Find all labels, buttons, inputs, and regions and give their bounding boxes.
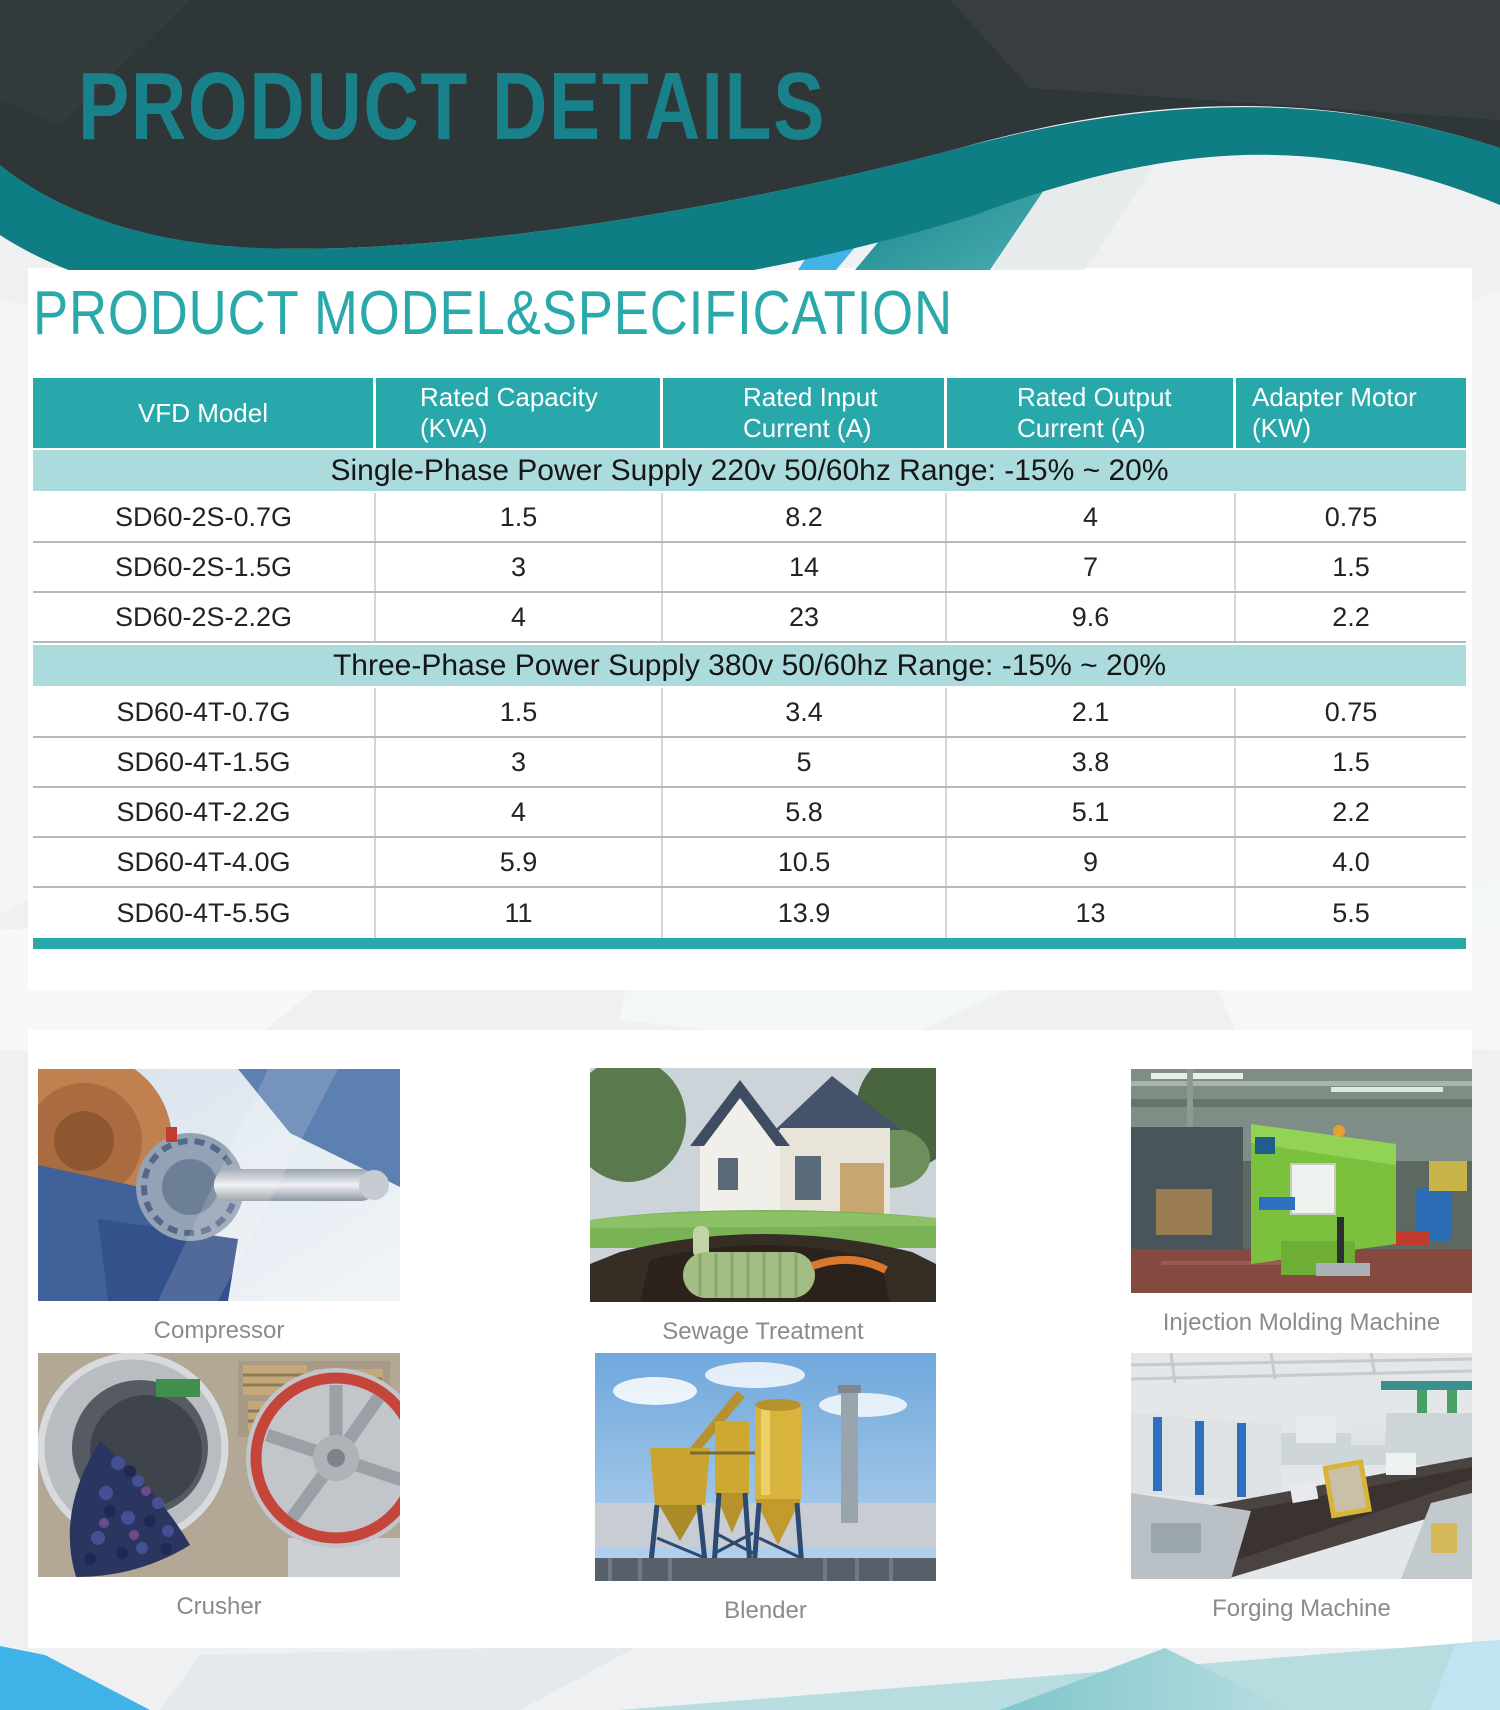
value-cell: 5.8 bbox=[663, 788, 947, 836]
value-cell: 2.2 bbox=[1332, 796, 1370, 827]
value-cell: 3.8 bbox=[947, 738, 1236, 786]
spec-row: SD60-2S-2.2G 4 23 9.6 2.2 bbox=[33, 593, 1466, 643]
gallery-item-crusher: Crusher bbox=[38, 1353, 400, 1621]
value-cell: 1.5 bbox=[1332, 551, 1370, 582]
value-cell: 5.5 bbox=[1332, 897, 1370, 928]
gallery-caption: Blender bbox=[724, 1597, 807, 1624]
column-header-vfd-model: VFD Model bbox=[33, 378, 376, 448]
spec-panel: PRODUCT MODEL&SPECIFICATION VFD Model Ra… bbox=[28, 268, 1472, 990]
spec-row: SD60-4T-2.2G 4 5.8 5.1 2.2 bbox=[33, 788, 1466, 838]
header-banner bbox=[0, 0, 1500, 270]
value-cell: 9 bbox=[947, 838, 1236, 886]
value-cell: 2.2 bbox=[1332, 601, 1370, 632]
phase-section-band: Three-Phase Power Supply 380v 50/60hz Ra… bbox=[33, 643, 1466, 688]
model-cell: SD60-4T-0.7G bbox=[33, 688, 376, 736]
value-cell: 4 bbox=[947, 493, 1236, 541]
spec-row: SD60-2S-1.5G 3 14 7 1.5 bbox=[33, 543, 1466, 593]
sewage-treatment-photo bbox=[590, 1068, 936, 1302]
value-cell: 4.0 bbox=[1332, 846, 1370, 877]
gallery-item-injection-molding: Injection Molding Machine bbox=[1131, 1069, 1472, 1337]
value-cell: 3.4 bbox=[663, 688, 947, 736]
gallery-item-compressor: Compressor bbox=[38, 1069, 400, 1345]
gallery-caption: Injection Molding Machine bbox=[1162, 1309, 1441, 1336]
column-header-input-current: Rated Input Current (A) bbox=[663, 378, 947, 448]
model-cell: SD60-4T-1.5G bbox=[33, 738, 376, 786]
value-cell: 2.1 bbox=[947, 688, 1236, 736]
crusher-photo bbox=[38, 1353, 400, 1577]
value-cell: 9.6 bbox=[947, 593, 1236, 641]
value-cell: 4 bbox=[376, 593, 663, 641]
spec-table-body: Single-Phase Power Supply 220v 50/60hz R… bbox=[33, 448, 1466, 938]
value-cell: 1.5 bbox=[1332, 746, 1370, 777]
value-cell: 14 bbox=[663, 543, 947, 591]
value-cell: 0.75 bbox=[1324, 696, 1378, 727]
value-cell: 1.5 bbox=[376, 493, 663, 541]
forging-machine-photo bbox=[1131, 1353, 1472, 1579]
value-cell: 10.5 bbox=[663, 838, 947, 886]
spec-row: SD60-4T-0.7G 1.5 3.4 2.1 0.75 bbox=[33, 688, 1466, 738]
value-cell: 23 bbox=[663, 593, 947, 641]
value-cell: 0.75 bbox=[1324, 501, 1378, 532]
blender-photo bbox=[595, 1353, 936, 1581]
spec-row: SD60-4T-5.5G 11 13.9 13 5.5 bbox=[33, 888, 1466, 938]
gallery-item-sewage-treatment: Sewage Treatment bbox=[590, 1068, 936, 1346]
spec-table: VFD Model Rated Capacity (KVA) Rated Inp… bbox=[33, 378, 1466, 949]
phase-section-band: Single-Phase Power Supply 220v 50/60hz R… bbox=[33, 448, 1466, 493]
model-cell: SD60-2S-1.5G bbox=[33, 543, 376, 591]
value-cell: 11 bbox=[376, 888, 663, 938]
gallery-item-forging-machine: Forging Machine bbox=[1131, 1353, 1472, 1623]
application-gallery-panel: Compressor bbox=[28, 1030, 1472, 1648]
column-header-output-current: Rated Output Current (A) bbox=[947, 378, 1236, 448]
spec-row: SD60-2S-0.7G 1.5 8.2 4 0.75 bbox=[33, 493, 1466, 543]
gallery-caption: Sewage Treatment bbox=[662, 1318, 864, 1345]
spec-row: SD60-4T-4.0G 5.9 10.5 9 4.0 bbox=[33, 838, 1466, 888]
column-header-rated-capacity: Rated Capacity (KVA) bbox=[376, 378, 663, 448]
model-cell: SD60-2S-0.7G bbox=[33, 493, 376, 541]
model-cell: SD60-4T-5.5G bbox=[33, 888, 376, 938]
model-cell: SD60-4T-2.2G bbox=[33, 788, 376, 836]
gallery-caption: Compressor bbox=[153, 1317, 285, 1344]
model-cell: SD60-4T-4.0G bbox=[33, 838, 376, 886]
spec-table-header: VFD Model Rated Capacity (KVA) Rated Inp… bbox=[33, 378, 1466, 448]
compressor-photo bbox=[38, 1069, 400, 1301]
value-cell: 5.9 bbox=[376, 838, 663, 886]
value-cell: 8.2 bbox=[663, 493, 947, 541]
gallery-caption: Crusher bbox=[176, 1593, 262, 1620]
value-cell: 1.5 bbox=[376, 688, 663, 736]
value-cell: 13 bbox=[947, 888, 1236, 938]
gallery-caption: Forging Machine bbox=[1212, 1595, 1391, 1622]
page-title: PRODUCT DETAILS bbox=[78, 53, 826, 160]
spec-row: SD60-4T-1.5G 3 5 3.8 1.5 bbox=[33, 738, 1466, 788]
value-cell: 3 bbox=[376, 738, 663, 786]
value-cell: 13.9 bbox=[663, 888, 947, 938]
model-cell: SD60-2S-2.2G bbox=[33, 593, 376, 641]
gallery-item-blender: Blender bbox=[595, 1353, 936, 1625]
injection-molding-machine-photo bbox=[1131, 1069, 1472, 1293]
column-header-adapter-motor: Adapter Motor (KW) bbox=[1252, 382, 1417, 443]
value-cell: 5.1 bbox=[947, 788, 1236, 836]
value-cell: 3 bbox=[376, 543, 663, 591]
value-cell: 7 bbox=[947, 543, 1236, 591]
value-cell: 4 bbox=[376, 788, 663, 836]
value-cell: 5 bbox=[663, 738, 947, 786]
bottom-decoration-shapes bbox=[0, 1640, 1500, 1710]
section-title: PRODUCT MODEL&SPECIFICATION bbox=[33, 279, 953, 348]
